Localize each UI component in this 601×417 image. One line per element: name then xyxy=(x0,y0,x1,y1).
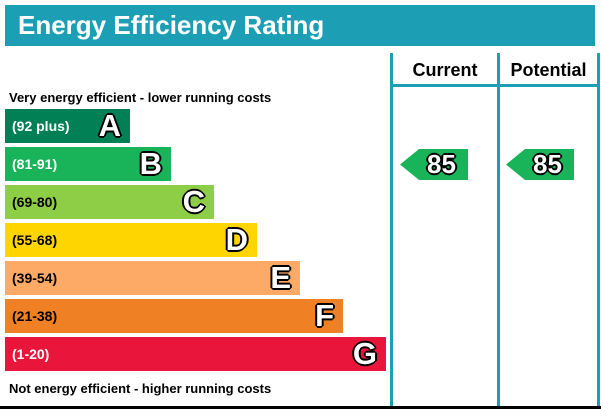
rating-bands: (92 plus) A (81-91) B (69-80) C (55-68) … xyxy=(5,109,386,375)
band-range-label: (69-80) xyxy=(12,194,58,210)
band-row-c: (69-80) C xyxy=(5,185,214,219)
band-row-g: (1-20) G xyxy=(5,337,386,371)
band-range-label: (92 plus) xyxy=(12,118,70,134)
current-rating-arrow: 85 xyxy=(400,149,468,180)
column-header-potential: Potential xyxy=(510,60,587,80)
bottom-border xyxy=(0,406,601,409)
band-letter: E xyxy=(270,260,291,295)
band-row-e: (39-54) E xyxy=(5,261,300,295)
band-letter: F xyxy=(315,298,334,333)
top-note: Very energy efficient - lower running co… xyxy=(9,90,272,105)
band-row-b: (81-91) B xyxy=(5,147,171,181)
band-range-label: (21-38) xyxy=(12,308,58,324)
page-title: Energy Efficiency Rating xyxy=(5,5,595,46)
potential-rating-arrow: 85 xyxy=(506,149,574,180)
band-letter: C xyxy=(182,184,205,219)
band-row-d: (55-68) D xyxy=(5,223,257,257)
band-range-label: (1-20) xyxy=(12,346,50,362)
band-letter: D xyxy=(225,222,248,257)
column-divider-middle xyxy=(497,53,500,406)
column-header-current: Current xyxy=(412,60,478,80)
band-range-label: (55-68) xyxy=(12,232,58,248)
potential-rating-value: 85 xyxy=(533,149,562,179)
column-divider-left xyxy=(390,53,393,406)
band-row-f: (21-38) F xyxy=(5,299,343,333)
band-range-label: (39-54) xyxy=(12,270,58,286)
band-row-a: (92 plus) A xyxy=(5,109,130,143)
band-letter: G xyxy=(352,336,377,371)
header-underline xyxy=(390,84,600,87)
bottom-note: Not energy efficient - higher running co… xyxy=(9,381,272,396)
band-letter: B xyxy=(139,146,162,181)
band-letter: A xyxy=(98,108,121,143)
band-range-label: (81-91) xyxy=(12,156,58,172)
current-rating-value: 85 xyxy=(427,149,456,179)
column-divider-right xyxy=(597,53,600,406)
